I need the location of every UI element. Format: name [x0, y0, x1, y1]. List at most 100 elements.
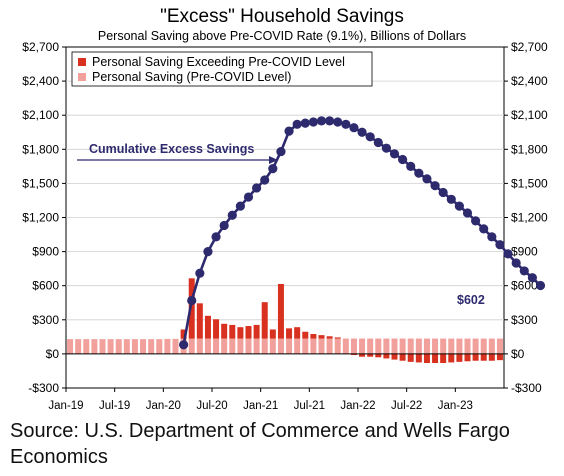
line-point — [325, 116, 335, 126]
bar-pre-covid — [342, 338, 349, 354]
line-point — [454, 201, 464, 211]
bar-pre-covid — [350, 338, 357, 354]
bar-pre-covid — [423, 338, 430, 354]
line-point — [398, 154, 408, 165]
bar-pre-covid — [204, 338, 211, 354]
bar-pre-covid — [375, 338, 382, 354]
series-annotation-label: Cumulative Excess Savings — [89, 142, 254, 156]
bar-pre-covid — [213, 338, 220, 354]
bar-excess — [423, 353, 430, 363]
x-tick-label: Jul-19 — [99, 400, 130, 412]
y-tick-label: $0 — [511, 347, 525, 361]
line-point — [389, 149, 400, 159]
bar-excess — [221, 323, 228, 339]
bar-pre-covid — [294, 338, 301, 354]
y-tick-label: $2,700 — [511, 40, 548, 54]
bar-pre-covid — [148, 339, 155, 354]
line-point — [422, 174, 432, 184]
bar-excess — [180, 329, 187, 339]
y-axis-left: -$300 $0 $300 $600 $900 $1,200 $1,500 $1,800 $2,… — [22, 40, 66, 395]
x-tick-label: Jul-22 — [391, 400, 422, 412]
bar-excess — [391, 353, 398, 360]
end-value-label: $602 — [457, 293, 485, 307]
bar-pre-covid — [75, 339, 82, 354]
line-point — [276, 146, 286, 157]
line-point — [503, 249, 513, 259]
bar-excess — [294, 327, 301, 339]
bar-pre-covid — [464, 338, 471, 354]
bar-pre-covid — [415, 338, 422, 354]
line-point — [365, 132, 375, 142]
line-point — [292, 119, 302, 129]
y-tick-label: $1,500 — [511, 176, 548, 190]
line-point — [357, 127, 367, 137]
line-point — [203, 247, 213, 257]
bar-excess — [302, 331, 309, 339]
bar-pre-covid — [399, 338, 406, 354]
bar-pre-covid — [91, 339, 98, 354]
bar-pre-covid — [237, 338, 244, 354]
line-point — [195, 268, 205, 278]
bar-pre-covid — [302, 338, 309, 354]
y-tick-label: $2,100 — [511, 108, 548, 122]
series-pre-covid-level — [67, 338, 503, 354]
x-axis: Jan-19 Jul-19 Jan-20 Jul-20 Jan-21 Jul-21 Jan-… — [48, 388, 473, 412]
legend-label-excess: Personal Saving Exceeding Pre-COVID Leve… — [92, 55, 345, 69]
legend-box — [71, 51, 373, 87]
bar-pre-covid — [496, 338, 503, 354]
bar-excess — [367, 353, 374, 357]
gridlines — [66, 80, 504, 355]
bar-excess — [440, 353, 447, 363]
y-tick-label: $300 — [511, 313, 538, 327]
y-tick-label: $900 — [32, 245, 59, 259]
series-annotation: Cumulative Excess Savings — [77, 142, 278, 164]
y-tick-label: $2,700 — [22, 40, 59, 54]
y-tick-label: $1,200 — [22, 211, 59, 225]
line-point — [308, 117, 318, 127]
bar-pre-covid — [326, 338, 333, 354]
bar-excess — [237, 327, 244, 339]
y-tick-label: $2,100 — [22, 108, 59, 122]
x-tick-label: Jan-20 — [146, 400, 181, 412]
bar-excess — [286, 328, 293, 339]
bar-pre-covid — [269, 338, 276, 354]
line-point — [235, 201, 245, 211]
series-cumulative-excess-savings — [179, 116, 546, 350]
x-tick-label: Jul-21 — [294, 400, 325, 412]
legend-swatch-excess — [78, 58, 86, 66]
line-point — [527, 273, 537, 283]
line-point — [406, 161, 416, 171]
line-point — [438, 187, 448, 198]
legend: Personal Saving Exceeding Pre-COVID Leve… — [71, 51, 373, 87]
line-point — [260, 175, 270, 185]
line-point — [471, 216, 481, 226]
bar-excess — [277, 283, 284, 339]
bar-pre-covid — [221, 338, 228, 354]
y-tick-label: $900 — [511, 245, 538, 259]
line-point — [211, 232, 221, 242]
y-axis-right: -$300$0$300$600$900$1,200$1,500$1,800$2,… — [504, 40, 548, 395]
line-point — [381, 143, 391, 153]
bar-excess — [196, 303, 203, 339]
chart-title: "Excess" Household Savings — [160, 6, 404, 27]
bar-excess — [496, 353, 503, 361]
y-tick-label: -$300 — [28, 381, 59, 395]
bar-excess — [415, 353, 422, 363]
line-point — [462, 208, 473, 218]
x-tick-label: Jan-22 — [340, 400, 375, 412]
series-exceeding-pre-covid — [180, 278, 503, 363]
line-point — [373, 137, 383, 148]
bar-excess — [383, 353, 390, 359]
bar-excess — [204, 315, 211, 339]
bar-pre-covid — [286, 338, 293, 354]
line-point — [219, 220, 229, 231]
bar-pre-covid — [383, 338, 390, 354]
bar-pre-covid — [367, 338, 374, 354]
y-tick-label: $1,800 — [22, 142, 59, 156]
bar-pre-covid — [107, 339, 114, 354]
bar-pre-covid — [480, 338, 487, 354]
x-tick-label: Jan-19 — [48, 400, 83, 412]
line-point — [487, 232, 497, 242]
bar-excess — [448, 353, 455, 363]
